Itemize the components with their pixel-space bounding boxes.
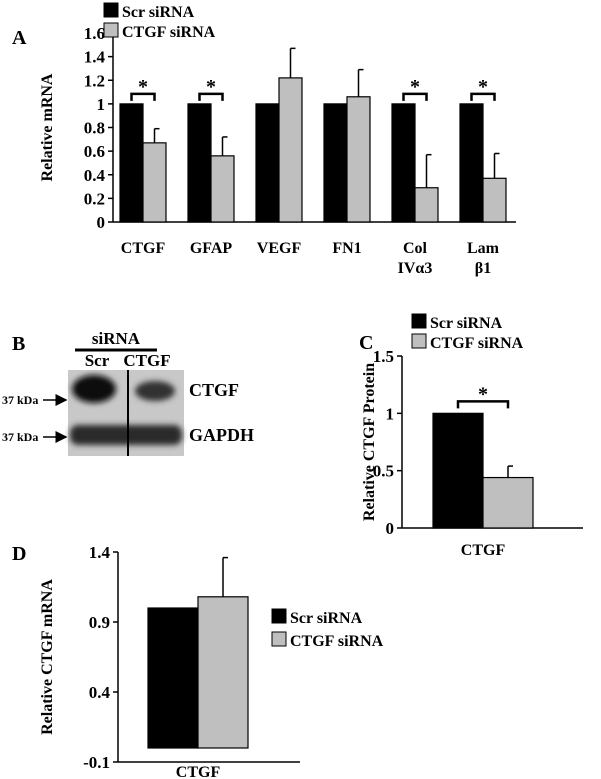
y-tick-label: -0.1: [83, 753, 110, 772]
legend-label: Scr siRNA: [290, 610, 363, 627]
bar: [459, 103, 484, 223]
bar: [142, 142, 167, 223]
bar: [278, 77, 303, 223]
significance-star: *: [478, 76, 488, 98]
y-tick-label: 0: [97, 213, 106, 232]
y-tick-label: 0.2: [84, 189, 105, 208]
panel-label-d: D: [12, 543, 26, 565]
blot-header: siRNA: [92, 329, 141, 348]
bar: [323, 103, 348, 223]
legend-swatch: [103, 2, 119, 18]
bar: [432, 412, 484, 529]
bar: [147, 607, 199, 749]
y-axis-title: Relative CTGF Protein: [361, 363, 378, 521]
y-tick-label: 0.4: [89, 683, 111, 702]
legend-label: Scr siRNA: [122, 4, 195, 21]
significance-bracket: [130, 92, 156, 101]
panel-label-b: B: [12, 333, 25, 355]
bar: [414, 187, 439, 223]
blot-lane-label-ctgf: CTGF: [123, 351, 170, 370]
category-label: FN1: [332, 240, 361, 257]
western-blot: siRNA Scr CTGF 37 kDa 37 kDa CTGF GAPDH: [2, 329, 254, 456]
blot-band-label-ctgf: CTGF: [189, 380, 239, 400]
legend-label: CTGF siRNA: [122, 24, 216, 41]
blot-marker-2: 37 kDa: [2, 430, 38, 444]
band-gapdh: [70, 425, 182, 445]
bar: [255, 103, 280, 223]
legend-swatch: [411, 333, 427, 349]
category-label: CTGF: [461, 542, 506, 559]
significance-bracket: [470, 92, 496, 101]
y-tick-label: 1.4: [84, 48, 106, 67]
significance-star: *: [478, 383, 488, 405]
y-tick-label: 1.2: [84, 71, 105, 90]
significance-star: *: [138, 76, 148, 98]
bar: [391, 103, 416, 223]
category-label: CTGF: [176, 764, 221, 779]
legend-label: CTGF siRNA: [430, 335, 524, 352]
bar: [482, 476, 534, 529]
y-tick-label: 1.4: [89, 543, 111, 562]
y-tick-label: 0.9: [89, 613, 110, 632]
significance-star: *: [410, 76, 420, 98]
y-tick-label: 1: [97, 95, 106, 114]
y-axis-title: Relative mRNA: [39, 73, 56, 181]
legend-swatch: [271, 631, 287, 647]
blot-band-label-gapdh: GAPDH: [189, 425, 254, 445]
bar: [482, 177, 507, 223]
bar: [210, 155, 235, 223]
y-tick-label: 0.6: [84, 142, 105, 161]
chart-panel-a: 0 0.2 0.4 0.6 0.8 1 1.2 1.4 1.6 Relative mRNA * CTG…: [39, 2, 516, 277]
y-tick-label: 0.4: [84, 166, 106, 185]
category-label: VEGF: [257, 240, 302, 257]
category-label: β1: [475, 260, 491, 277]
legend-swatch: [103, 22, 119, 38]
y-tick-label: 0.8: [84, 119, 105, 138]
chart-panel-d: -0.1 0.4 0.9 1.4 Relative CTGF mRNA CTGF Scr s…: [39, 543, 384, 779]
panel-label-c: C: [359, 332, 373, 354]
category-label: GFAP: [190, 240, 233, 257]
y-axis-title: Relative CTGF mRNA: [39, 579, 56, 735]
band-ctgf-scr: [72, 375, 116, 403]
legend-swatch: [271, 608, 287, 624]
y-tick-label: 0: [386, 519, 395, 538]
blot-lane-label-scr: Scr: [85, 351, 110, 370]
y-tick-label: 1: [386, 404, 395, 423]
legend-label: CTGF siRNA: [290, 633, 384, 650]
bar: [197, 596, 249, 749]
band-ctgf-ctgf: [135, 381, 175, 401]
significance-bracket: [198, 92, 224, 101]
bar: [119, 103, 144, 223]
y-tick-label: 1.6: [84, 24, 105, 43]
y-tick-label: 1.5: [373, 347, 394, 366]
category-label: Lam: [467, 240, 500, 257]
bar: [187, 103, 212, 223]
panel-label-a: A: [12, 27, 27, 49]
legend-swatch: [411, 313, 427, 329]
significance-bracket: [456, 400, 510, 409]
category-label: IVα3: [398, 260, 433, 277]
blot-marker-1: 37 kDa: [2, 393, 38, 407]
bar: [346, 96, 371, 223]
y-tick-label: 0.5: [373, 462, 394, 481]
significance-bracket: [402, 92, 428, 101]
significance-star: *: [206, 76, 216, 98]
legend-label: Scr siRNA: [430, 315, 503, 332]
category-label: Col: [403, 240, 428, 257]
category-label: CTGF: [121, 240, 166, 257]
